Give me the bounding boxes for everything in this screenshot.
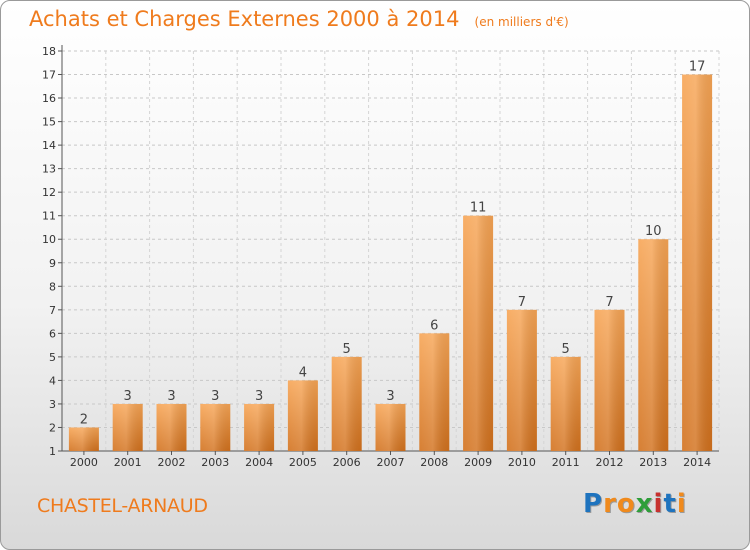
value-label-2004: 3 [255, 389, 263, 404]
chart-subtitle: (en milliers d'€) [474, 15, 569, 29]
x-tick-label-2006: 2006 [333, 456, 361, 469]
value-label-2011: 5 [562, 342, 570, 357]
value-label-2008: 6 [430, 318, 438, 333]
bar-sheen-2007 [375, 403, 406, 451]
bar-sheen-2003 [200, 403, 231, 451]
logo-letter: i [653, 489, 664, 519]
y-tick-label-6: 6 [49, 327, 56, 340]
y-tick-label-17: 17 [42, 69, 56, 82]
logo-letter: i [676, 489, 687, 519]
y-tick-label-18: 18 [42, 45, 56, 58]
x-tick-label-2004: 2004 [245, 456, 273, 469]
value-label-2005: 4 [299, 365, 307, 380]
bar-sheen-2004 [244, 403, 275, 451]
x-tick-label-2000: 2000 [70, 456, 98, 469]
value-label-2010: 7 [518, 295, 526, 310]
value-label-2003: 3 [211, 389, 219, 404]
value-label-2012: 7 [605, 295, 613, 310]
chart-title-main: Achats et Charges Externes 2000 à 2014 [29, 7, 460, 31]
y-tick-label-7: 7 [49, 304, 56, 317]
value-label-2009: 11 [470, 201, 487, 216]
y-tick-label-3: 3 [49, 398, 56, 411]
x-tick-label-2002: 2002 [158, 456, 186, 469]
x-tick-label-2014: 2014 [683, 456, 711, 469]
labels: 1234567891011121314151617182200032001320… [42, 45, 711, 469]
value-label-2001: 3 [124, 389, 132, 404]
x-tick-label-2010: 2010 [508, 456, 536, 469]
y-tick-label-2: 2 [49, 421, 56, 434]
chart-title: Achats et Charges Externes 2000 à 2014 (… [29, 7, 569, 31]
bar-sheen-2010 [506, 309, 537, 451]
x-tick-label-2013: 2013 [639, 456, 667, 469]
bar-sheen-2005 [287, 380, 318, 451]
x-tick-label-2011: 2011 [552, 456, 580, 469]
value-label-2006: 5 [343, 342, 351, 357]
y-tick-label-4: 4 [49, 374, 56, 387]
y-tick-label-8: 8 [49, 280, 56, 293]
bar-sheen-2001 [112, 403, 143, 451]
y-tick-label-10: 10 [42, 233, 56, 246]
value-label-2000: 2 [80, 412, 88, 427]
bar-sheen-2012 [594, 309, 625, 451]
bar-sheen-2014 [682, 74, 713, 451]
logo-letter: P [583, 489, 604, 519]
bar-sheen-2000 [68, 427, 99, 451]
bar-sheen-2009 [463, 215, 494, 451]
y-tick-label-14: 14 [42, 139, 56, 152]
x-tick-label-2008: 2008 [420, 456, 448, 469]
y-tick-label-5: 5 [49, 351, 56, 364]
y-tick-label-1: 1 [49, 445, 56, 458]
value-label-2002: 3 [167, 389, 175, 404]
x-tick-label-2005: 2005 [289, 456, 317, 469]
value-label-2014: 17 [689, 60, 706, 75]
x-tick-label-2009: 2009 [464, 456, 492, 469]
x-tick-label-2007: 2007 [377, 456, 405, 469]
logo-letter: t [663, 489, 677, 519]
value-label-2013: 10 [645, 224, 662, 239]
bar-sheen-2011 [550, 356, 581, 451]
bar-sheen-2008 [419, 333, 450, 451]
y-tick-label-13: 13 [42, 163, 56, 176]
value-label-2007: 3 [386, 389, 394, 404]
x-tick-label-2012: 2012 [596, 456, 624, 469]
y-tick-label-12: 12 [42, 186, 56, 199]
bar-sheen-2013 [638, 239, 669, 451]
logo-letter: r [603, 489, 617, 519]
x-tick-label-2003: 2003 [201, 456, 229, 469]
bar-sheen-2006 [331, 356, 362, 451]
bar-sheen-2002 [156, 403, 187, 451]
y-tick-label-9: 9 [49, 257, 56, 270]
x-tick-label-2001: 2001 [114, 456, 142, 469]
proxiti-logo: Proxiti [583, 489, 687, 519]
y-tick-label-16: 16 [42, 92, 56, 105]
bars [68, 74, 713, 451]
logo-letter: x [635, 489, 654, 519]
logo-letter: o [616, 489, 636, 519]
y-tick-label-11: 11 [42, 210, 56, 223]
commune-name: CHASTEL-ARNAUD [37, 495, 208, 517]
y-tick-label-15: 15 [42, 116, 56, 129]
